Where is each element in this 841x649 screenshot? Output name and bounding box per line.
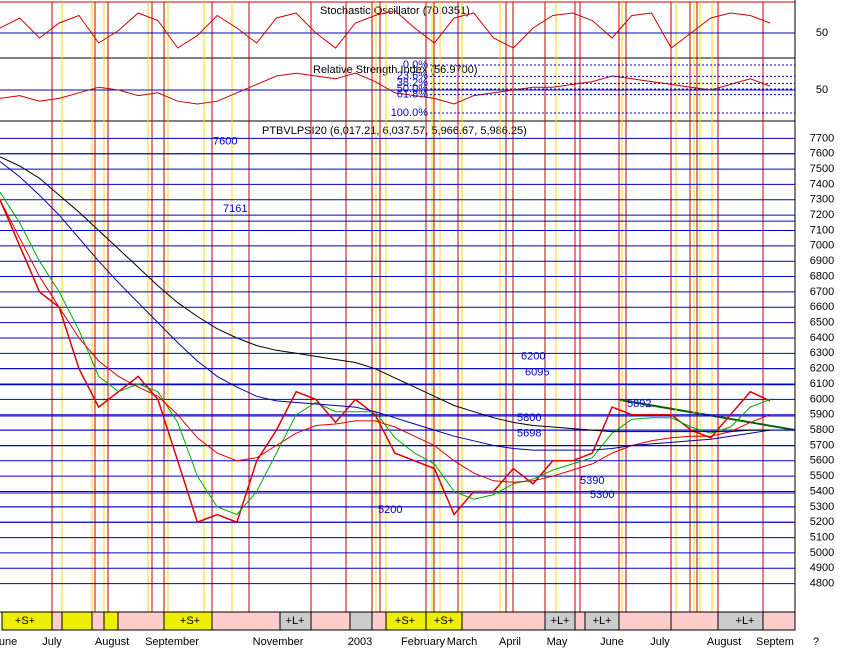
signal-cell <box>310 611 351 631</box>
y-tick-label: 50 <box>816 27 828 39</box>
signal-cell <box>103 611 119 631</box>
level-label: 7161 <box>223 203 247 215</box>
series-line <box>0 199 771 483</box>
x-tick-label: Septem <box>756 636 794 648</box>
x-tick-label: July <box>650 636 670 648</box>
fib-label: 0.0% <box>403 59 428 71</box>
signal-label: +L+ <box>736 615 755 627</box>
level-label: 5300 <box>590 489 614 501</box>
y-tick-label: 7000 <box>810 240 834 252</box>
series-line <box>0 156 770 433</box>
y-tick-label: 7100 <box>810 224 834 236</box>
series-line <box>0 72 771 105</box>
y-tick-label: 5000 <box>810 547 834 559</box>
y-tick-label: 6700 <box>810 286 834 298</box>
level-label: 5698 <box>517 428 541 440</box>
main-title: PTBVLPSI20 (6,017.21, 6,037.57, 5,966.67… <box>262 125 527 137</box>
signal-cell <box>51 611 63 631</box>
level-label: 6200 <box>521 351 545 363</box>
signal-cell <box>461 611 546 631</box>
fib-label: 61.8% <box>397 89 428 101</box>
level-label: 5892 <box>627 398 651 410</box>
fib-label: 38.2% <box>397 77 428 89</box>
y-tick-label: 5500 <box>810 470 834 482</box>
level-label: 6095 <box>525 367 549 379</box>
x-tick-label: April <box>499 636 521 648</box>
y-tick-label: 4900 <box>810 562 834 574</box>
y-tick-label: 7400 <box>810 178 834 190</box>
level-label: 7600 <box>213 136 237 148</box>
y-tick-label: 6400 <box>810 332 834 344</box>
y-tick-label: 5300 <box>810 501 834 513</box>
signal-cell <box>670 611 719 631</box>
x-tick-label: March <box>447 636 478 648</box>
y-tick-label: 5900 <box>810 409 834 421</box>
y-tick-label: 5200 <box>810 516 834 528</box>
y-tick-label: 7300 <box>810 194 834 206</box>
signal-cell <box>117 611 165 631</box>
signal-label: +S+ <box>434 615 454 627</box>
x-tick-label: une <box>0 636 17 648</box>
series-line <box>0 9 771 49</box>
x-tick-label: August <box>707 636 741 648</box>
signal-label: +S+ <box>15 615 35 627</box>
y-tick-label: 5800 <box>810 424 834 436</box>
x-tick-label: February <box>401 636 446 648</box>
rsi-title: Relative Strength Index (56.9700) <box>313 64 478 76</box>
y-tick-label: 6900 <box>810 255 834 267</box>
signal-cell <box>371 611 387 631</box>
x-tick-label: ? <box>813 636 819 648</box>
signal-cell <box>762 611 796 631</box>
signal-cell <box>618 611 672 631</box>
x-tick-label: July <box>42 636 62 648</box>
series-line <box>0 191 771 516</box>
y-tick-label: 4800 <box>810 578 834 590</box>
x-tick-label: September <box>145 636 199 648</box>
fib-label: 23.6% <box>397 70 428 82</box>
fib-label: 100.0% <box>391 107 429 119</box>
y-tick-label: 50 <box>816 84 828 96</box>
y-tick-label: 6000 <box>810 393 834 405</box>
y-tick-label: 6300 <box>810 347 834 359</box>
signal-label: +L+ <box>551 615 570 627</box>
fib-label: 50.0% <box>397 83 428 95</box>
y-tick-label: 7700 <box>810 132 834 144</box>
series-line <box>0 161 771 451</box>
signal-cell <box>61 611 93 631</box>
signal-label: +S+ <box>395 615 415 627</box>
y-tick-label: 7200 <box>810 209 834 221</box>
x-tick-label: 2003 <box>348 636 372 648</box>
x-tick-label: June <box>600 636 624 648</box>
x-tick-label: May <box>547 636 568 648</box>
signal-cell <box>211 611 281 631</box>
y-tick-label: 7600 <box>810 148 834 160</box>
y-tick-label: 6600 <box>810 301 834 313</box>
y-tick-label: 5400 <box>810 485 834 497</box>
signal-cell <box>349 611 373 631</box>
signal-label: +S+ <box>180 615 200 627</box>
level-label: 5200 <box>378 504 402 516</box>
signal-label: +L+ <box>286 615 305 627</box>
signal-cell <box>574 611 586 631</box>
x-tick-label: November <box>253 636 304 648</box>
y-tick-label: 6100 <box>810 378 834 390</box>
signal-label: +L+ <box>593 615 612 627</box>
level-label: 5800 <box>517 412 541 424</box>
y-tick-label: 5600 <box>810 455 834 467</box>
y-tick-label: 6800 <box>810 270 834 282</box>
y-tick-label: 6500 <box>810 317 834 329</box>
y-tick-label: 6200 <box>810 363 834 375</box>
signal-cell <box>91 611 105 631</box>
y-tick-label: 5700 <box>810 439 834 451</box>
y-tick-label: 7500 <box>810 163 834 175</box>
y-tick-label: 5100 <box>810 531 834 543</box>
level-label: 5390 <box>580 475 604 487</box>
series-line <box>0 199 771 524</box>
x-tick-label: August <box>95 636 129 648</box>
